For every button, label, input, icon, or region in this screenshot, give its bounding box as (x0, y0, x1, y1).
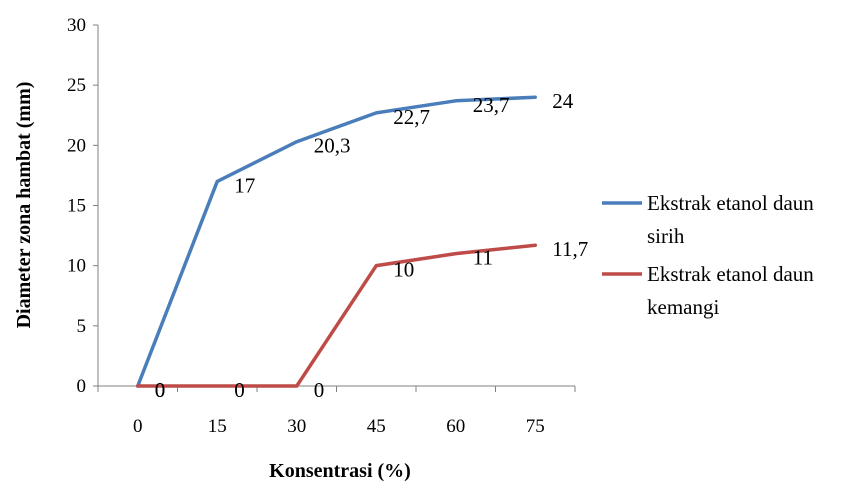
data-label: 10 (393, 258, 414, 282)
y-tick-label: 10 (67, 256, 86, 277)
data-label: 24 (552, 89, 574, 113)
x-axis-title: Konsentrasi (%) (269, 460, 411, 482)
y-tick-label: 30 (67, 15, 86, 36)
y-tick-label: 15 (67, 196, 86, 217)
y-tick-label: 0 (77, 376, 87, 397)
legend-label-1: sirih (647, 224, 685, 248)
y-axis-title: Diameter zona hambat (mm) (13, 82, 35, 329)
axes: 0 5 10 15 20 25 30 0 15 30 45 60 75 (67, 15, 576, 437)
data-label: 11,7 (552, 237, 588, 261)
legend-label-2: kemangi (647, 295, 719, 319)
y-tick-label: 20 (67, 135, 86, 156)
series-line-1 (136, 95, 537, 388)
data-label: 22,7 (393, 105, 430, 129)
x-tick-label: 30 (287, 416, 306, 437)
y-tick-label: 5 (77, 316, 87, 337)
legend-label-2: Ekstrak etanol daun (647, 262, 814, 286)
series-layer (136, 95, 537, 388)
data-label: 0 (155, 378, 166, 402)
legend-label-1: Ekstrak etanol daun (647, 191, 814, 215)
x-tick-label: 45 (367, 416, 386, 437)
data-label: 0 (155, 378, 166, 402)
x-tick-label: 60 (446, 416, 465, 437)
x-tick-label: 15 (208, 416, 227, 437)
data-label: 17 (234, 173, 255, 197)
x-tick-label: 0 (133, 416, 143, 437)
legend: Ekstrak etanol daun sirih Ekstrak etanol d… (602, 191, 814, 319)
data-label: 0 (314, 378, 325, 402)
data-label: 23,7 (473, 93, 510, 117)
data-label: 20,3 (314, 134, 351, 158)
series-line-2 (136, 243, 537, 388)
y-tick-label: 25 (67, 75, 86, 96)
x-tick-label: 75 (526, 416, 545, 437)
data-label: 0 (234, 378, 245, 402)
data-label: 11 (473, 246, 493, 270)
